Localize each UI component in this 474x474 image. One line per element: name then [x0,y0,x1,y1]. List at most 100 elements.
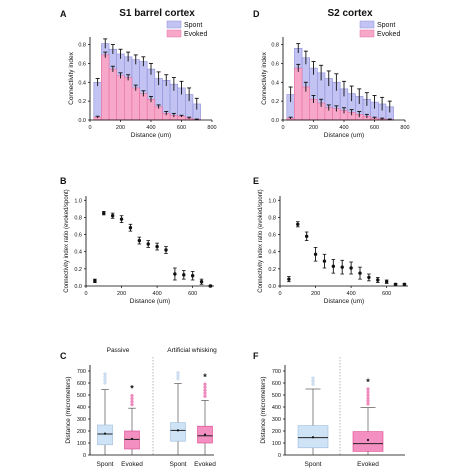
bar-evoked-A [108,68,117,121]
data-point-B [164,248,168,252]
data-point-B [102,211,106,215]
box-spont-C [97,424,113,446]
data-point-B [110,214,115,218]
mean-marker-C [130,437,134,440]
y-tick-label-C: 100 [77,441,86,447]
panel-label-F: F [253,351,259,361]
outlier-point-C [130,402,134,407]
significance-marker-F: * [366,377,370,387]
plot-F: 0 100 200 300 400 500 600 700 Spont * Evoked [272,365,405,468]
y-tick-label-E: 0.6 [268,233,276,239]
y-axis-label-D: Connectivity index [261,51,268,104]
y-tick-label-C: 400 [77,405,86,411]
y-tick-label-D: 0.2 [271,99,279,105]
bar-evoked-A [131,87,140,121]
bar-spont-A [93,81,102,121]
outlier-point-C [103,381,107,385]
outlier-point-F [311,376,315,380]
mean-marker-C [176,429,180,432]
category-label-C: Spont [170,461,187,468]
outlier-point-F [366,393,370,397]
significance-marker-C: * [130,384,134,394]
x-tick-label-B: 400 [153,291,162,297]
chart-title-A: S1 barrel cortex [119,8,195,19]
data-point-B [173,272,177,276]
outlier-point-C [203,394,207,398]
data-point-B [208,284,213,288]
x-tick-label-A: 800 [207,125,216,131]
legend-label-spont: Spont [184,22,202,29]
x-tick-label-D: 400 [339,125,348,131]
data-point-B [190,274,195,278]
x-tick-label-E: 0 [278,291,281,297]
bar-evoked-A [101,54,110,121]
outlier-point-C [176,371,180,375]
data-point-E [384,280,389,284]
y-tick-label-E: 1.0 [268,198,276,204]
x-tick-label-B: 0 [84,291,87,297]
category-label-C: Evoked [194,461,216,468]
y-tick-label-D: 0.6 [271,61,279,67]
legend-swatch-evoked [359,29,375,38]
bar-evoked-A [124,77,133,121]
y-tick-label-A: 0.4 [78,80,86,86]
y-tick-label-F: 0 [278,453,281,459]
legend-swatch-evoked [166,29,182,38]
y-axis-label-C: Distance (micrometers) [65,376,72,443]
x-axis-label-D: Distance (um) [324,132,364,139]
mean-marker-F [366,438,370,442]
y-tick-label-C: 600 [77,381,86,387]
x-tick-label-B: 200 [117,291,126,297]
y-axis-label-A: Connectivity index [68,51,75,104]
outlier-point-C [203,391,207,395]
data-point-B [155,244,159,249]
y-tick-label-A: 0.2 [78,99,86,105]
y-tick-label-F: 400 [272,405,281,411]
y-tick-label-B: 0.4 [74,250,82,256]
box-evoked-C [124,430,140,450]
bar-evoked-A [116,75,125,121]
outlier-point-C [203,382,207,386]
x-tick-label-B: 600 [188,291,197,297]
data-point-E [340,265,344,269]
data-point-B [119,217,124,221]
x-tick-label-E: 200 [311,291,320,297]
bar-evoked-A [139,93,148,121]
y-tick-label-A: 0.0 [78,118,86,124]
y-tick-label-C: 200 [77,429,86,435]
plot-D: 0.0 0.2 0.4 0.6 0.8 0 200 400 600 800 Distance (um… [271,37,410,139]
outlier-point-C [130,393,134,398]
plot-C: 0 100 200 300 400 500 600 700 Spont * Evoked Spont *… [77,365,216,468]
outlier-point-C [103,378,107,382]
outlier-point-C [130,399,134,404]
data-point-E [322,259,327,263]
mean-marker-C [103,432,107,435]
panel-label-A: A [60,9,67,19]
x-tick-label-A: 400 [146,125,155,131]
outlier-point-C [103,375,107,379]
y-tick-label-D: 0.0 [271,118,279,124]
bar-evoked-A [146,98,156,121]
y-tick-label-B: 0.6 [74,233,82,239]
outlier-point-F [311,382,315,386]
x-tick-label-D: 200 [309,125,318,131]
mean-marker-F [311,436,315,439]
y-tick-label-F: 600 [272,381,281,387]
group-label-passive: Passive [107,347,130,354]
outlier-point-F [366,396,370,400]
data-point-B [93,279,97,283]
panel-label-E: E [253,176,259,186]
legend-D: Spont Evoked [359,20,400,38]
outlier-point-C [176,377,180,381]
box-evoked-F [352,431,384,452]
outlier-point-F [366,390,370,394]
data-point-E [367,275,371,280]
outlier-point-C [103,372,107,376]
y-tick-label-E: 0.0 [268,284,276,290]
x-axis-label-B: Distance (um) [130,298,170,305]
legend-label-spont: Spont [377,22,395,29]
panel-label-D: D [253,9,260,19]
data-point-E [304,234,309,238]
y-tick-label-C: 0 [83,453,86,459]
y-tick-label-F: 100 [272,441,281,447]
